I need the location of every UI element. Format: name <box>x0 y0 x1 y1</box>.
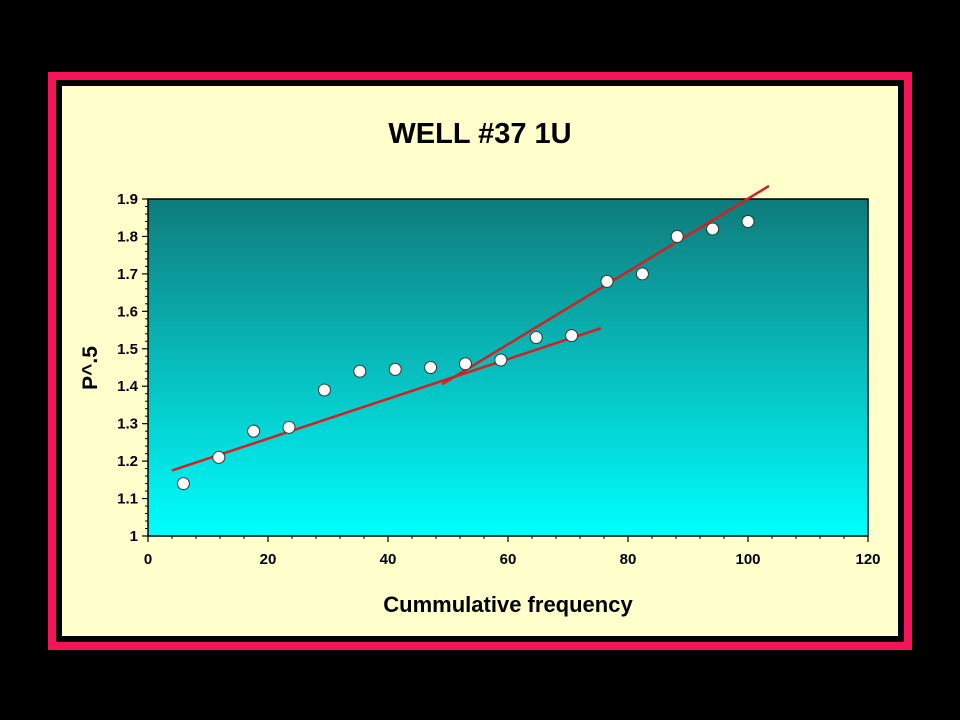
y-tick-label: 1.5 <box>117 341 138 358</box>
data-point <box>176 477 190 491</box>
y-axis: 1 1.1 1.2 1.3 1.4 1.5 1.6 1.7 1.8 1.9 <box>117 191 148 545</box>
chart-card: WELL #37 1U 1 1.1 1.2 1.3 1.4 1.5 1.6 1.7 1.8 1.9… <box>62 86 898 636</box>
x-tick-label: 100 <box>735 551 760 568</box>
plot-area <box>147 198 869 537</box>
data-point <box>424 361 438 374</box>
outer-frame: WELL #37 1U 1 1.1 1.2 1.3 1.4 1.5 1.6 1.7 1.8 1.9… <box>48 72 912 650</box>
x-axis-label: Cummulative frequency <box>383 592 633 617</box>
trend-line <box>171 326 602 472</box>
y-tick-label: 1.9 <box>117 191 138 208</box>
x-tick-label: 40 <box>380 551 397 568</box>
y-tick-label: 1 <box>130 528 138 545</box>
data-point <box>529 331 543 345</box>
data-point <box>353 364 367 378</box>
data-point <box>212 450 226 464</box>
x-axis: 0 20 40 60 80 100 120 <box>144 536 881 568</box>
data-point <box>600 274 614 288</box>
y-tick-label: 1.8 <box>117 228 138 245</box>
x-tick-label: 60 <box>500 551 517 568</box>
chart-title: WELL #37 1U <box>388 118 571 150</box>
data-point <box>635 267 649 281</box>
y-tick-label: 1.3 <box>117 416 138 433</box>
data-points <box>176 214 755 491</box>
x-tick-label: 20 <box>260 551 277 568</box>
x-tick-label: 120 <box>855 551 880 568</box>
y-tick-label: 1.2 <box>117 453 138 470</box>
chart-svg: WELL #37 1U 1 1.1 1.2 1.3 1.4 1.5 1.6 1.7 1.8 1.9… <box>79 118 881 617</box>
y-tick-label: 1.1 <box>117 491 138 508</box>
y-tick-label: 1.7 <box>117 266 138 283</box>
data-point <box>494 353 508 367</box>
data-point <box>388 362 402 376</box>
inner-border: WELL #37 1U 1 1.1 1.2 1.3 1.4 1.5 1.6 1.7 1.8 1.9… <box>56 80 904 642</box>
data-point <box>247 424 261 438</box>
data-point <box>282 420 296 434</box>
y-tick-label: 1.6 <box>117 303 138 320</box>
data-point <box>741 214 755 228</box>
y-tick-label: 1.4 <box>117 378 139 395</box>
data-point <box>317 383 331 397</box>
data-point <box>565 329 579 343</box>
x-tick-label: 0 <box>144 551 152 568</box>
x-tick-label: 80 <box>620 551 637 568</box>
data-point <box>706 222 720 236</box>
data-point <box>670 229 684 243</box>
data-point <box>458 357 472 371</box>
y-axis-label: P^.5 <box>79 346 102 390</box>
